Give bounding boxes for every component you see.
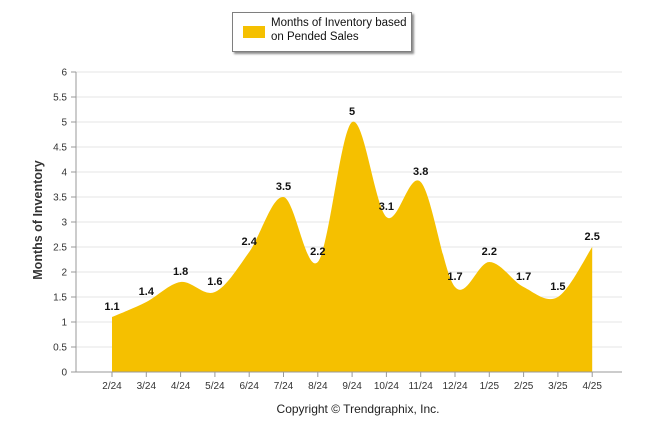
x-tick-label: 1/25: [480, 381, 500, 392]
data-label: 1.5: [550, 281, 565, 293]
data-label: 1.1: [104, 301, 119, 313]
data-labels: 1.1 1.4 1.8 1.6 2.4 3.5 2.2 5 3.1 3.8 1.7 2.2 1.7 1.5…: [104, 106, 599, 313]
x-tick-label: 4/25: [582, 381, 602, 392]
data-label: 2.2: [310, 246, 325, 258]
data-label: 2.4: [242, 236, 258, 248]
data-label: 5: [349, 106, 355, 118]
x-tick-label: 10/24: [374, 381, 399, 392]
data-label: 1.7: [516, 271, 531, 283]
y-tick-label: 2: [61, 268, 67, 279]
area-fill: [112, 121, 593, 373]
x-tick-label: 6/24: [239, 381, 259, 392]
x-tick-label: 3/24: [137, 381, 157, 392]
x-tick-label: 3/25: [548, 381, 568, 392]
data-label: 2.2: [482, 246, 497, 258]
y-tick-label: 5: [61, 118, 67, 129]
y-tick-label: 4.5: [53, 143, 67, 154]
y-tick-label: 6: [61, 68, 67, 79]
data-label: 2.5: [585, 231, 600, 243]
y-tick-label: 4: [61, 168, 67, 179]
data-label: 1.8: [173, 266, 188, 278]
x-tick-label: 11/24: [409, 381, 434, 392]
y-tick-label: 0.5: [53, 343, 67, 354]
x-tick-label: 4/24: [171, 381, 191, 392]
x-axis-ticks: 2/24 3/24 4/24 5/24 6/24 7/24 8/24 9/24 10/24 11/…: [102, 372, 602, 392]
x-tick-label: 9/24: [342, 381, 362, 392]
y-tick-label: 3: [61, 218, 67, 229]
y-tick-label: 1: [61, 318, 67, 329]
data-label: 1.7: [447, 271, 462, 283]
data-label: 3.8: [413, 166, 428, 178]
x-tick-label: 8/24: [308, 381, 328, 392]
y-axis-title: Months of Inventory: [31, 160, 45, 280]
x-tick-label: 12/24: [442, 381, 467, 392]
y-tick-label: 5.5: [53, 93, 67, 104]
y-tick-label: 0: [61, 368, 67, 379]
y-axis-ticks: 0 0.5 1 1.5 2 2.5 3 3.5 4 4.5 5 5.5 6: [53, 68, 76, 379]
area-series: [112, 121, 593, 373]
y-tick-label: 3.5: [53, 193, 67, 204]
legend: Months of Inventory based on Pended Sale…: [232, 12, 412, 52]
y-tick-label: 2.5: [53, 243, 67, 254]
copyright-text: Copyright © Trendgraphix, Inc.: [276, 402, 440, 416]
legend-label: Months of Inventory based on Pended Sale…: [271, 17, 407, 43]
x-tick-label: 2/24: [102, 381, 122, 392]
x-tick-label: 7/24: [274, 381, 294, 392]
x-tick-label: 2/25: [514, 381, 534, 392]
data-label: 3.1: [379, 201, 394, 213]
legend-swatch: [243, 26, 265, 38]
x-tick-label: 5/24: [205, 381, 225, 392]
data-label: 1.4: [139, 286, 155, 298]
y-tick-label: 1.5: [53, 293, 67, 304]
data-label: 1.6: [207, 276, 222, 288]
data-label: 3.5: [276, 181, 291, 193]
